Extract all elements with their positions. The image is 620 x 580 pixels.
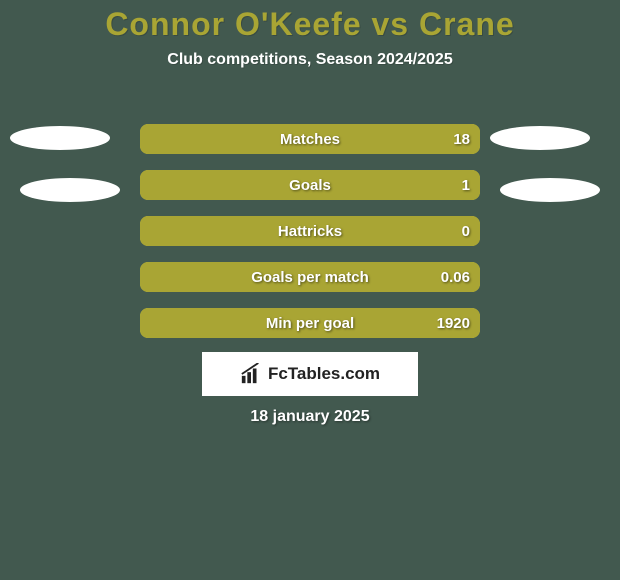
stat-value: 18 [453,124,470,154]
stat-bar: Goals per match0.06 [140,262,480,292]
stat-label: Min per goal [140,308,480,338]
date-text: 18 january 2025 [0,408,620,426]
stat-value: 1920 [437,308,470,338]
stat-bar: Matches18 [140,124,480,154]
stat-label: Matches [140,124,480,154]
stat-bar: Min per goal1920 [140,308,480,338]
stats-comparison-card: Connor O'Keefe vs Crane Club competition… [0,0,620,580]
page-title: Connor O'Keefe vs Crane [0,0,620,43]
subtitle: Club competitions, Season 2024/2025 [0,51,620,69]
ellipse-left-1 [10,126,110,150]
stat-label: Goals [140,170,480,200]
brand-text: FcTables.com [268,364,380,384]
stat-bars: Matches18 Goals1 Hattricks0 Goals per match… [140,124,480,354]
brand-badge: FcTables.com [202,352,418,396]
stat-label: Hattricks [140,216,480,246]
stat-bar: Goals1 [140,170,480,200]
stat-label: Goals per match [140,262,480,292]
bar-chart-icon [240,363,262,385]
ellipse-left-2 [20,178,120,202]
ellipse-right-1 [490,126,590,150]
stat-bar: Hattricks0 [140,216,480,246]
stat-value: 0.06 [441,262,470,292]
ellipse-right-2 [500,178,600,202]
stat-value: 0 [462,216,470,246]
stat-value: 1 [462,170,470,200]
